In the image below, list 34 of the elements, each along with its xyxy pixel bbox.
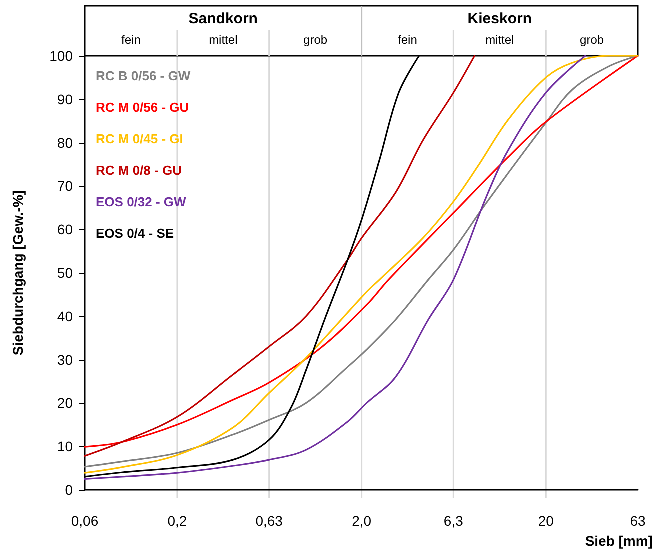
x-tick-label: 20 [538, 513, 554, 529]
x-axis-title: Sieb [mm] [585, 533, 653, 549]
text: RC M 0/8 - GU [96, 163, 182, 178]
text: fein [122, 33, 141, 47]
x-tick-label: 0,63 [256, 513, 284, 529]
y-tick-label: 10 [57, 438, 74, 455]
y-tick-label: 80 [57, 134, 74, 151]
text: mittel [209, 33, 238, 47]
x-tick-label: 63 [630, 513, 646, 529]
y-tick-label: 90 [57, 91, 74, 108]
y-tick-label: 30 [57, 352, 74, 368]
y-tick-label: 50 [57, 265, 74, 281]
y-tick-label: 40 [57, 308, 74, 324]
y-tick-label: 100 [50, 48, 74, 64]
x-tick-label: 0,06 [71, 513, 99, 529]
x-tick-label: 2,0 [352, 513, 372, 529]
y-tick-label: 60 [57, 222, 74, 238]
text: Kieskorn [468, 10, 532, 28]
y-tick-label: 70 [57, 178, 74, 194]
y-tick-label: 0 [65, 482, 74, 498]
text: EOS 0/4 - SE [96, 226, 174, 241]
text: EOS 0/32 - GW [96, 194, 188, 210]
text: grob [580, 33, 604, 47]
y-axis-title: Siebdurchgang [Gew.-%] [10, 190, 26, 356]
text: Sandkorn [188, 10, 258, 28]
x-tick-label: 0,2 [168, 513, 188, 529]
text: RC M 0/56 - GU [96, 100, 190, 115]
y-tick-label: 20 [57, 395, 74, 412]
text: RC M 0/45 - GI [96, 132, 184, 146]
text: grob [304, 33, 328, 47]
x-tick-label: 6,3 [444, 513, 464, 529]
text: mittel [486, 33, 514, 47]
text: RC B 0/56 - GW [96, 68, 192, 84]
text: fein [398, 33, 418, 47]
